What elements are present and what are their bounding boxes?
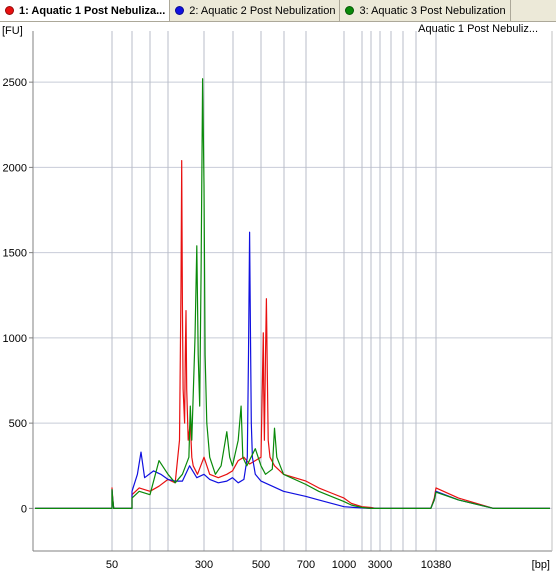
x-tick-label: 1000 [332, 559, 356, 571]
sample-tab-bar: 1: Aquatic 1 Post Nebuliza... 2: Aquatic … [0, 0, 556, 22]
tab-label: 3: Aquatic 3 Post Nebulization [359, 4, 506, 17]
axes: 0 500 1000 1500 2000 2500 50 300 500 700 1000 3000 1… [3, 31, 553, 571]
x-tick-label: 3000 [368, 559, 392, 571]
tab-label: 2: Aquatic 2 Post Nebulization [189, 4, 336, 17]
electropherogram-chart: 0 500 1000 1500 2000 2500 50 300 500 700 1000 3000 1… [0, 22, 556, 586]
x-tick-label: 10380 [421, 559, 452, 571]
y-tick-label: 1000 [3, 333, 27, 345]
series-line-1 [35, 160, 550, 509]
y-tick-label: 0 [21, 503, 27, 515]
x-tick-label: 50 [106, 559, 118, 571]
x-tick-label: 300 [195, 559, 213, 571]
x-axis-label: [bp] [532, 559, 550, 571]
tab-sample-2[interactable]: 2: Aquatic 2 Post Nebulization [170, 0, 341, 21]
series-color-dot-icon [345, 6, 355, 15]
sample-caption: Aquatic 1 Post Nebuliz... [418, 23, 538, 35]
electropherogram-svg: 0 500 1000 1500 2000 2500 50 300 500 700 1000 3000 1… [2, 23, 553, 571]
x-tick-label: 500 [252, 559, 270, 571]
y-tick-label: 2500 [3, 77, 27, 89]
y-tick-label: 1500 [3, 248, 27, 260]
x-tick-label: 700 [297, 559, 315, 571]
tab-sample-1[interactable]: 1: Aquatic 1 Post Nebuliza... [0, 0, 171, 21]
series-color-dot-icon [175, 6, 185, 15]
series-group [35, 78, 550, 509]
tab-sample-3[interactable]: 3: Aquatic 3 Post Nebulization [340, 0, 511, 21]
y-tick-label: 2000 [3, 162, 27, 174]
series-color-dot-icon [5, 6, 14, 15]
plot-area [33, 31, 552, 551]
series-line-3 [35, 78, 550, 509]
y-axis-label: [FU] [2, 25, 23, 37]
grid-lines [33, 31, 552, 551]
series-line-2 [35, 231, 550, 509]
y-tick-label: 500 [9, 418, 27, 430]
tab-label: 1: Aquatic 1 Post Nebuliza... [19, 4, 166, 17]
